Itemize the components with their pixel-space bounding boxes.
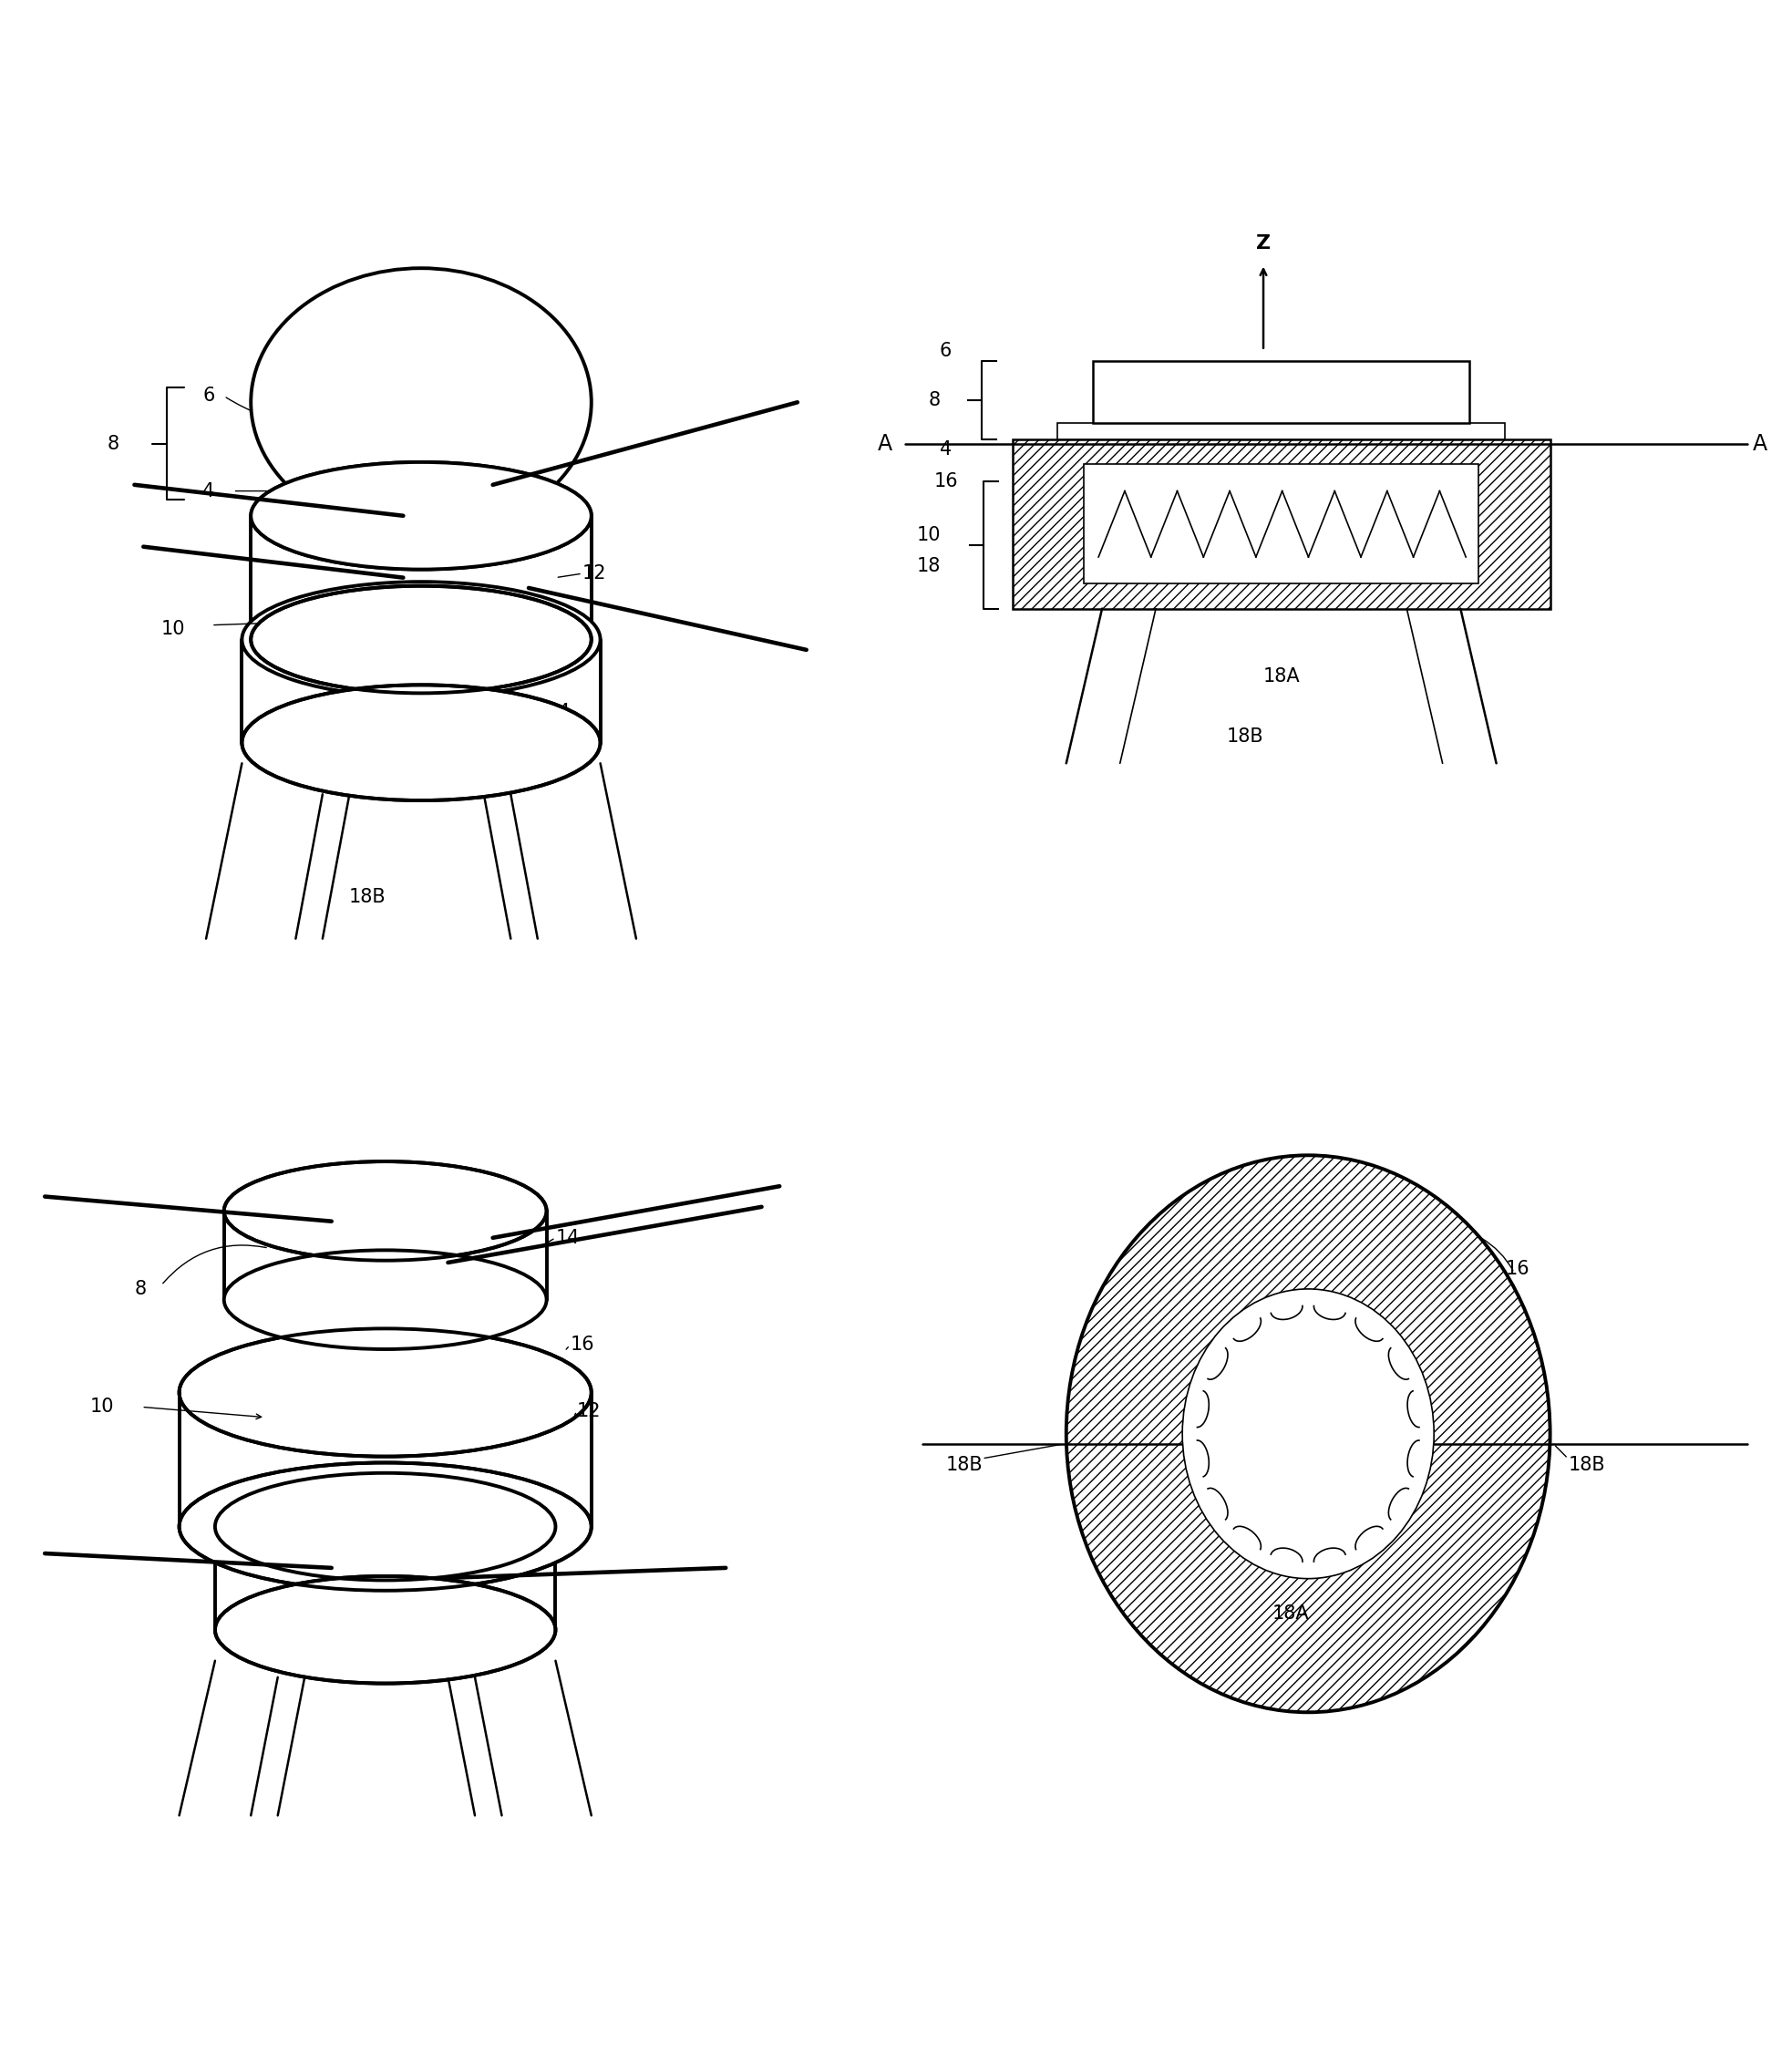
Text: 10: 10 [918,526,941,545]
Ellipse shape [179,1329,591,1456]
Text: 8: 8 [134,1281,147,1298]
Text: 18B: 18B [1568,1456,1606,1473]
Text: 6: 6 [939,342,952,359]
Bar [1057,423,1505,439]
Ellipse shape [224,1250,547,1349]
Text: 16: 16 [1505,1260,1530,1277]
Ellipse shape [242,582,600,697]
Ellipse shape [179,1463,591,1591]
Text: 16: 16 [934,472,959,491]
Text: 12: 12 [582,565,606,582]
Ellipse shape [251,586,591,693]
Text: 4: 4 [202,483,215,499]
Text: 6: 6 [202,388,215,404]
Text: 18: 18 [918,557,941,576]
Ellipse shape [242,685,600,800]
Text: 18B: 18B [1228,728,1263,745]
Text: 14: 14 [547,703,570,720]
Text: 8: 8 [928,392,941,408]
Ellipse shape [251,268,591,536]
Text: 18B: 18B [946,1456,984,1473]
Bar [1093,361,1469,423]
Text: Z: Z [1256,235,1271,252]
Ellipse shape [251,462,591,569]
Ellipse shape [215,1576,556,1683]
Text: A: A [1753,433,1767,454]
Text: 18A: 18A [1272,1605,1308,1622]
Text: 18B: 18B [349,889,385,906]
Text: 8: 8 [108,435,120,452]
Text: 14: 14 [556,1230,579,1246]
Text: 12: 12 [577,1403,600,1419]
Text: 16A: 16A [314,1549,349,1566]
Text: A: A [878,433,892,454]
Text: 18A: 18A [1263,668,1299,685]
Text: 16: 16 [570,1337,595,1353]
Text: 10: 10 [90,1399,113,1415]
Text: 18B: 18B [314,1591,349,1607]
Bar [1012,439,1550,609]
Text: 10: 10 [161,621,185,637]
Ellipse shape [224,1161,547,1260]
Ellipse shape [215,1473,556,1580]
Bar [1084,464,1478,584]
Ellipse shape [251,462,591,569]
Circle shape [1183,1289,1434,1578]
Text: 4: 4 [939,441,952,458]
